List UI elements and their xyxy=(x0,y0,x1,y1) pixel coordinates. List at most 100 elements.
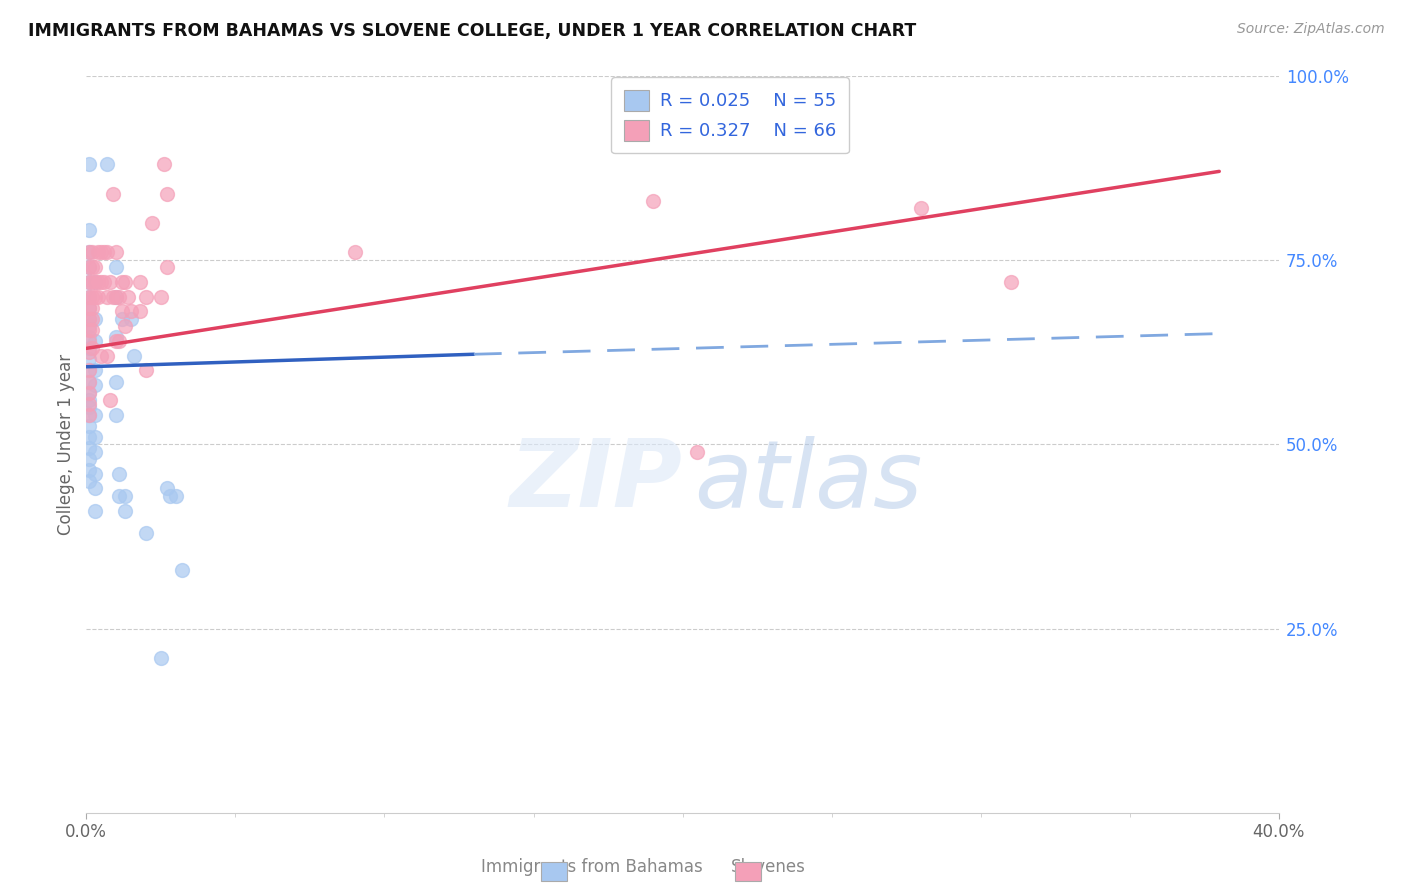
Point xyxy=(170,563,193,577)
Point xyxy=(156,482,179,496)
Point xyxy=(77,345,100,359)
Point xyxy=(910,201,932,215)
Point xyxy=(82,311,104,326)
Point xyxy=(135,290,157,304)
Point xyxy=(84,275,107,289)
Point xyxy=(105,330,128,344)
Point xyxy=(105,290,128,304)
Point xyxy=(93,275,115,289)
Point xyxy=(82,342,104,356)
Point xyxy=(77,301,100,315)
Point xyxy=(84,503,107,517)
Point xyxy=(87,275,110,289)
Point xyxy=(105,245,128,260)
Point xyxy=(77,157,100,171)
Point xyxy=(77,418,100,433)
Point xyxy=(87,245,110,260)
Point xyxy=(77,385,100,400)
Point xyxy=(159,489,181,503)
Point xyxy=(77,392,100,407)
Point xyxy=(90,245,112,260)
Point xyxy=(77,352,100,367)
Point xyxy=(84,467,107,481)
Point xyxy=(114,275,136,289)
Point xyxy=(77,260,100,275)
Point xyxy=(343,245,366,260)
Point xyxy=(77,275,100,289)
Point xyxy=(156,186,179,201)
Point xyxy=(101,290,124,304)
Legend: R = 0.025    N = 55, R = 0.327    N = 66: R = 0.025 N = 55, R = 0.327 N = 66 xyxy=(612,78,849,153)
Point xyxy=(77,245,100,260)
Point xyxy=(77,290,100,304)
Point xyxy=(120,304,142,318)
Point xyxy=(108,290,131,304)
Point xyxy=(77,311,100,326)
Point xyxy=(122,349,145,363)
Point xyxy=(77,397,100,411)
Point xyxy=(111,311,134,326)
Point xyxy=(149,290,172,304)
Point xyxy=(111,304,134,318)
Point xyxy=(84,482,107,496)
Point xyxy=(90,349,112,363)
Point xyxy=(108,467,131,481)
Point xyxy=(141,216,163,230)
Point xyxy=(77,319,100,334)
Point xyxy=(114,503,136,517)
Point xyxy=(156,260,179,275)
Point xyxy=(114,489,136,503)
Point xyxy=(96,157,118,171)
Point xyxy=(77,452,100,467)
Point xyxy=(641,194,664,208)
Point xyxy=(84,378,107,392)
Point xyxy=(77,430,100,444)
Point xyxy=(105,408,128,422)
Point xyxy=(108,334,131,348)
Point xyxy=(77,301,100,315)
Point xyxy=(87,290,110,304)
Text: Immigrants from Bahamas: Immigrants from Bahamas xyxy=(481,858,703,876)
Point xyxy=(93,245,115,260)
Text: Source: ZipAtlas.com: Source: ZipAtlas.com xyxy=(1237,22,1385,37)
Point xyxy=(77,375,100,389)
Point xyxy=(77,408,100,422)
Point xyxy=(82,323,104,337)
Point xyxy=(105,375,128,389)
Point xyxy=(105,260,128,275)
Point xyxy=(84,363,107,377)
Point xyxy=(149,651,172,665)
Point xyxy=(82,301,104,315)
Point xyxy=(96,290,118,304)
Point xyxy=(105,334,128,348)
Point xyxy=(101,186,124,201)
Point xyxy=(77,474,100,488)
Point xyxy=(98,392,121,407)
Point xyxy=(77,375,100,389)
Text: Slovenes: Slovenes xyxy=(731,858,806,876)
Point xyxy=(77,330,100,344)
Point xyxy=(77,363,100,377)
Point xyxy=(1000,275,1022,289)
Point xyxy=(77,245,100,260)
Point xyxy=(129,275,152,289)
Point xyxy=(77,223,100,237)
Point xyxy=(120,311,142,326)
Point xyxy=(84,275,107,289)
Point xyxy=(135,363,157,377)
Point xyxy=(77,463,100,477)
Text: ZIP: ZIP xyxy=(510,435,682,527)
Point xyxy=(77,363,100,377)
Point xyxy=(77,401,100,415)
Point xyxy=(82,290,104,304)
Point xyxy=(98,275,121,289)
Point xyxy=(82,275,104,289)
Point xyxy=(84,334,107,348)
Point xyxy=(686,444,709,458)
Point xyxy=(77,334,100,348)
Text: atlas: atlas xyxy=(695,435,922,526)
Point xyxy=(84,260,107,275)
Point xyxy=(96,349,118,363)
Point xyxy=(77,275,100,289)
Point xyxy=(77,323,100,337)
